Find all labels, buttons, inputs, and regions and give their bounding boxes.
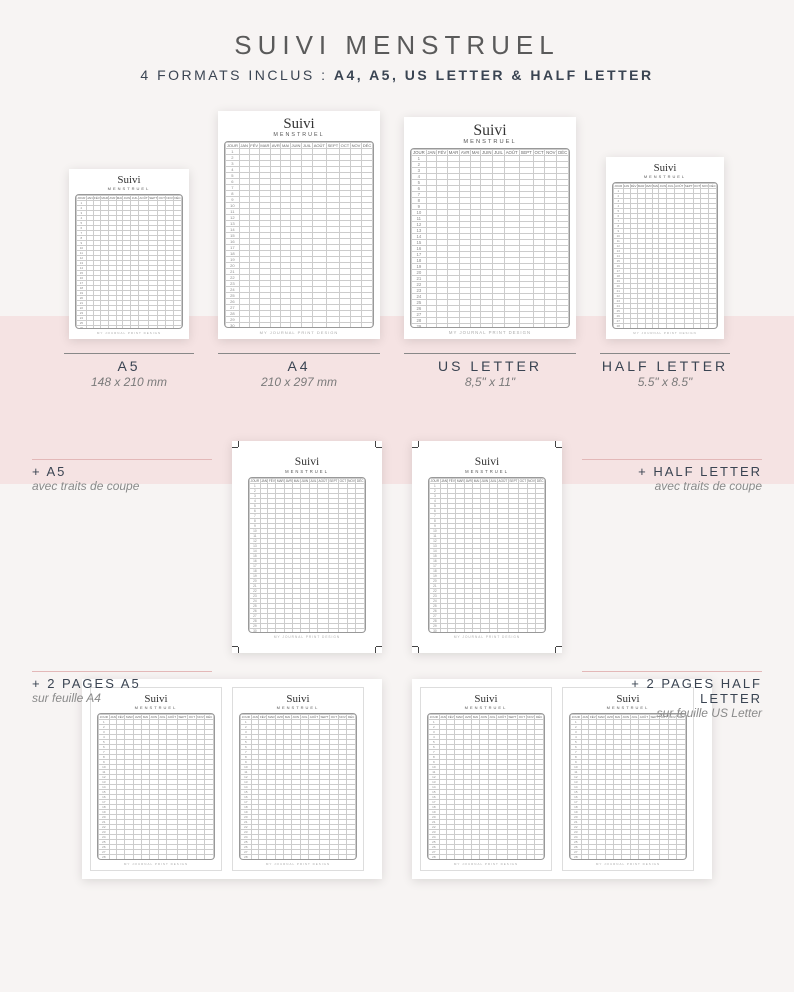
crop-mark-icon <box>371 444 379 452</box>
format-col: SuiviMENSTRUEL JOURJANFÉVMARAVRMAIJUINJUI… <box>218 111 380 389</box>
format-name: US LETTER <box>438 358 542 374</box>
subtitle-bold: A4, A5, US LETTER & HALF LETTER <box>334 67 654 83</box>
subtitle-prefix: 4 FORMATS INCLUS : <box>140 67 333 83</box>
tracker-script-title: Suivi <box>474 694 497 705</box>
tracker-sub-title: MENSTRUEL <box>108 186 151 191</box>
label-2pages-a5: + 2 PAGES A5 sur feuille A4 <box>32 671 212 705</box>
format-col: SuiviMENSTRUEL JOURJANFÉVMARAVRMAIJUINJUI… <box>600 157 730 389</box>
tracker-footer: MY JOURNAL PRINT DESIGN <box>97 331 161 335</box>
tracker-footer: MY JOURNAL PRINT DESIGN <box>266 862 330 866</box>
formats-row: SuiviMENSTRUELJOURJANFÉVMARAVRMAIJUINJUI… <box>0 111 794 389</box>
spreads-row: + 2 PAGES A5 sur feuille A4 + 2 PAGES HA… <box>0 679 794 879</box>
tracker-script-title: Suivi <box>286 694 309 705</box>
tracker-script-title: Suivi <box>654 163 677 174</box>
format-name: A4 <box>287 358 310 374</box>
crop-mark-icon <box>551 444 559 452</box>
tracker-footer: MY JOURNAL PRINT DESIGN <box>274 635 340 639</box>
format-dimensions: 210 x 297 mm <box>261 375 337 389</box>
tracker-footer: MY JOURNAL PRINT DESIGN <box>454 862 518 866</box>
page-subtitle: 4 FORMATS INCLUS : A4, A5, US LETTER & H… <box>0 67 794 83</box>
tracker-page: SuiviMENSTRUEL JOURJANFÉVMARAVRMAIJUINJUI… <box>420 687 552 871</box>
divider-line <box>218 353 380 354</box>
format-dimensions: 148 x 210 mm <box>91 375 167 389</box>
label-halfletter-crop: + HALF LETTER avec traits de coupe <box>582 459 762 493</box>
cropmark-row: + A5 avec traits de coupe + HALF LETTER … <box>0 441 794 653</box>
tracker-sub-title: MENSTRUEL <box>644 174 686 179</box>
format-col: SuiviMENSTRUEL JOURJANFÉVMARAVRMAIJUINJUI… <box>64 169 194 389</box>
crop-mark-icon <box>415 444 423 452</box>
crop-mark-icon <box>235 642 243 650</box>
tracker-page: SuiviMENSTRUEL JOURJANFÉVMARAVRMAIJUINJUI… <box>422 451 552 643</box>
tracker-page: SuiviMENSTRUEL JOURJANFÉVMARAVRMAIJUINJUI… <box>218 111 380 339</box>
tracker-script-title: Suivi <box>473 123 506 139</box>
tracker-script-title: Suivi <box>283 117 314 132</box>
tracker-grid: JOURJANFÉVMARAVRMAIJUINJUILAOÛTSEPTOCTNO… <box>428 477 546 633</box>
header: SUIVI MENSTRUEL 4 FORMATS INCLUS : A4, A… <box>0 0 794 83</box>
format-dimensions: 5.5" x 8.5" <box>638 375 693 389</box>
tracker-page: SuiviMENSTRUEL JOURJANFÉVMARAVRMAIJUINJUI… <box>404 117 576 339</box>
tracker-footer: MY JOURNAL PRINT DESIGN <box>260 330 339 335</box>
tracker-grid: JOURJANFÉVMARAVRMAIJUINJUILAOÛTSEPTOCTNO… <box>75 194 183 329</box>
crop-page: SuiviMENSTRUEL JOURJANFÉVMARAVRMAIJUINJUI… <box>412 441 562 653</box>
tracker-sub-title: MENSTRUEL <box>273 132 324 138</box>
crop-page: SuiviMENSTRUEL JOURJANFÉVMARAVRMAIJUINJUI… <box>232 441 382 653</box>
tracker-grid: JOURJANFÉVMARAVRMAIJUINJUILAOÛTSEPTOCTNO… <box>224 141 374 328</box>
label-2pages-halfletter: + 2 PAGES HALF LETTER sur feuille US Let… <box>582 671 762 720</box>
tracker-sub-title: MENSTRUEL <box>277 705 320 710</box>
crop-mark-icon <box>415 642 423 650</box>
tracker-footer: MY JOURNAL PRINT DESIGN <box>596 862 660 866</box>
tracker-sub-title: MENSTRUEL <box>465 705 508 710</box>
tracker-grid: JOURJANFÉVMARAVRMAIJUINJUILAOÛTSEPTOCTNO… <box>612 182 718 329</box>
tracker-sub-title: MENSTRUEL <box>463 139 516 145</box>
tracker-script-title: Suivi <box>117 175 140 186</box>
page-title: SUIVI MENSTRUEL <box>0 30 794 61</box>
label-a5-crop: + A5 avec traits de coupe <box>32 459 212 493</box>
tracker-page: SuiviMENSTRUEL JOURJANFÉVMARAVRMAIJUINJUI… <box>69 169 189 339</box>
tracker-sub-title: MENSTRUEL <box>285 469 329 474</box>
tracker-grid: JOURJANFÉVMARAVRMAIJUINJUILAOÛTSEPTOCTNO… <box>427 713 545 860</box>
tracker-script-title: Suivi <box>475 457 499 469</box>
tracker-sub-title: MENSTRUEL <box>465 469 509 474</box>
tracker-script-title: Suivi <box>295 457 319 469</box>
tracker-page: SuiviMENSTRUELJOURJANFÉVMARAVRMAIJUINJUI… <box>90 687 222 871</box>
divider-line <box>404 353 576 354</box>
spread-page: SuiviMENSTRUELJOURJANFÉVMARAVRMAIJUINJUI… <box>82 679 382 879</box>
tracker-grid: JOURJANFÉVMARAVRMAIJUINJUILAOÛTSEPTOCTNO… <box>248 477 366 633</box>
tracker-page: SuiviMENSTRUEL JOURJANFÉVMARAVRMAIJUINJUI… <box>242 451 372 643</box>
tracker-page: SuiviMENSTRUEL JOURJANFÉVMARAVRMAIJUINJUI… <box>606 157 724 339</box>
format-dimensions: 8,5" x 11" <box>465 375 515 389</box>
tracker-footer: MY JOURNAL PRINT DESIGN <box>124 862 188 866</box>
crop-mark-icon <box>551 642 559 650</box>
divider-line <box>64 353 194 354</box>
tracker-footer: MY JOURNAL PRINT DESIGN <box>454 635 520 639</box>
tracker-footer: MY JOURNAL PRINT DESIGN <box>633 331 696 335</box>
format-col: SuiviMENSTRUEL JOURJANFÉVMARAVRMAIJUINJUI… <box>404 117 576 389</box>
crop-mark-icon <box>371 642 379 650</box>
tracker-sub-title: MENSTRUEL <box>135 705 178 710</box>
crop-mark-icon <box>235 444 243 452</box>
divider-line <box>600 353 730 354</box>
tracker-grid: JOURJANFÉVMARAVRMAIJUINJUILAOÛTSEPTOCTNO… <box>410 148 570 328</box>
format-name: HALF LETTER <box>602 358 728 374</box>
tracker-footer: MY JOURNAL PRINT DESIGN <box>449 330 531 335</box>
format-name: A5 <box>117 358 140 374</box>
tracker-grid: JOURJANFÉVMARAVRMAIJUINJUILAOÛTSEPTOCTNO… <box>569 713 687 860</box>
tracker-grid: JOURJANFÉVMARAVRMAIJUINJUILAOÛTSEPTOCTNO… <box>239 713 357 860</box>
tracker-page: SuiviMENSTRUEL JOURJANFÉVMARAVRMAIJUINJUI… <box>232 687 364 871</box>
tracker-grid: JOURJANFÉVMARAVRMAIJUINJUILAOÛTSEPTOCTNO… <box>97 713 215 860</box>
